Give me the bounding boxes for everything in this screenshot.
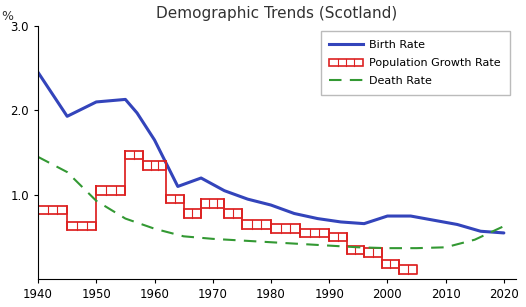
Title: Demographic Trends (Scotland): Demographic Trends (Scotland) (156, 6, 398, 21)
Legend: Birth Rate, Population Growth Rate, Death Rate: Birth Rate, Population Growth Rate, Deat… (320, 31, 510, 95)
Text: %: % (1, 10, 13, 23)
